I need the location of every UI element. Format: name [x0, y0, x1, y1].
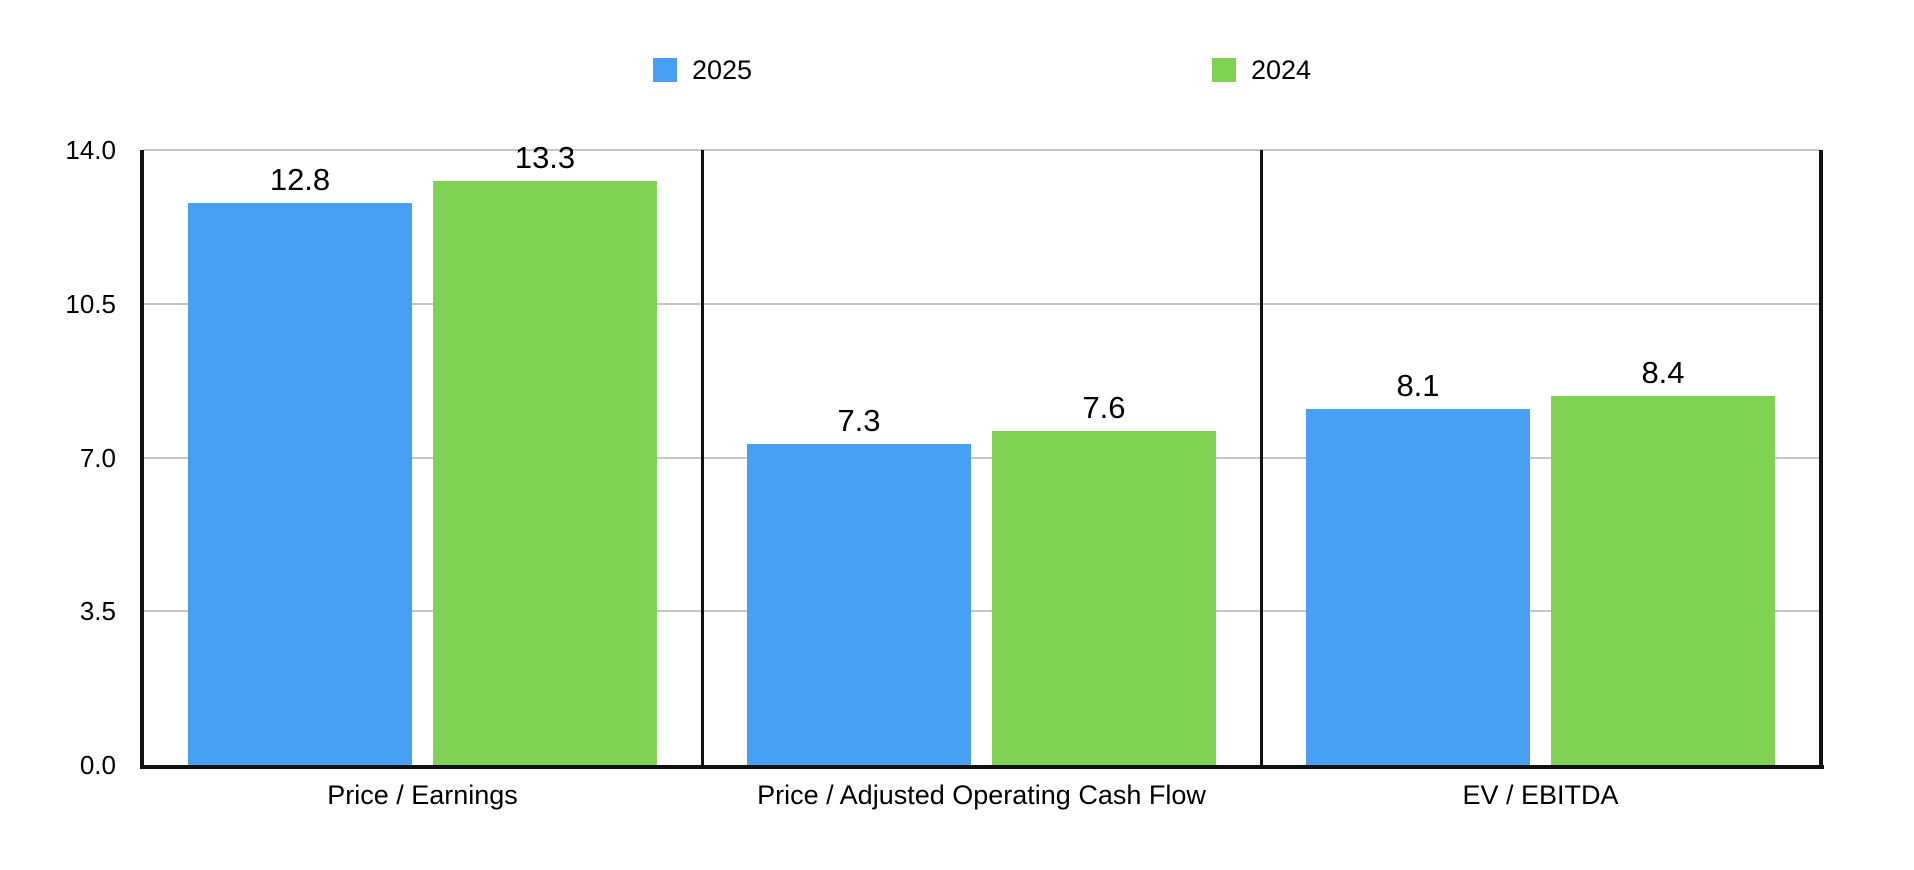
category-label: EV / EBITDA: [1462, 780, 1619, 810]
plot-right-border: [1819, 150, 1823, 769]
bar-2025-1: [188, 202, 412, 765]
gridline: [143, 149, 1820, 151]
legend-item-2024: 2024: [1212, 56, 1311, 84]
legend-item-2025: 2025: [653, 56, 752, 84]
panel-divider: [1260, 150, 1263, 769]
bar-value-label: 7.3: [837, 403, 881, 439]
y-axis-line: [140, 150, 144, 769]
gridline: [143, 302, 1820, 305]
gridline: [143, 610, 1820, 613]
bar-value-label: 7.6: [1082, 390, 1126, 426]
bar-2024-2: [992, 431, 1216, 765]
category-label: Price / Adjusted Operating Cash Flow: [757, 780, 1206, 810]
panel-divider: [701, 150, 704, 769]
x-axis-line: [140, 765, 1824, 769]
legend-label-2025: 2025: [692, 55, 753, 85]
bar-value-label: 8.1: [1396, 368, 1440, 404]
bar-2024-1: [433, 180, 657, 765]
legend-label-2024: 2024: [1251, 55, 1312, 85]
gridline: [143, 456, 1820, 459]
y-tick-label: 10.5: [65, 288, 116, 319]
y-tick-label: 3.5: [79, 596, 116, 627]
bar-2025-2: [747, 444, 971, 765]
y-tick-label: 7.0: [79, 442, 116, 473]
bar-2024-3: [1551, 396, 1775, 765]
bar-value-label: 13.3: [514, 139, 576, 175]
category-label: Price / Earnings: [327, 780, 518, 810]
bar-value-label: 12.8: [269, 161, 331, 197]
legend-swatch-2025-icon: [653, 58, 677, 82]
bar-value-label: 8.4: [1641, 355, 1685, 390]
bar-2025-3: [1306, 409, 1530, 765]
y-tick-label: 0.0: [79, 750, 116, 780]
y-tick-label: 14.0: [65, 135, 116, 165]
legend-swatch-2024-icon: [1212, 58, 1236, 82]
